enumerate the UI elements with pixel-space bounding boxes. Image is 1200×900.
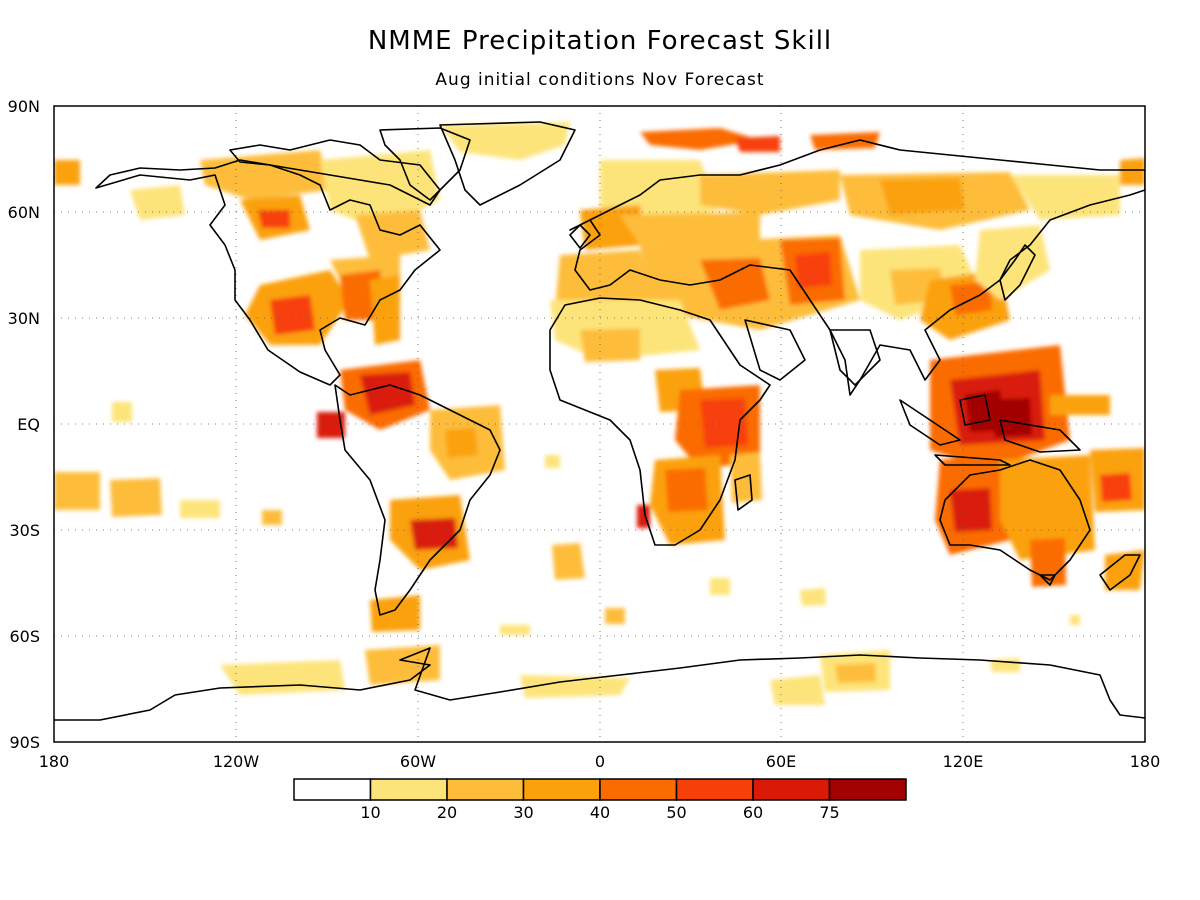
lat-label-90n: 90N bbox=[8, 97, 40, 116]
colorbar-swatch bbox=[446, 778, 525, 801]
coastlines bbox=[54, 121, 1145, 721]
lon-label-60w: 60W bbox=[400, 752, 436, 771]
longitude-labels: 180 120W 60W 0 60E 120E 180 bbox=[39, 752, 1161, 771]
lon-label-120w: 120W bbox=[213, 752, 260, 771]
colorbar-swatch bbox=[675, 778, 754, 801]
lat-label-60s: 60S bbox=[9, 627, 40, 646]
colorbar: 10 20 30 40 50 60 75 bbox=[293, 778, 907, 822]
colorbar-swatch bbox=[293, 778, 372, 801]
colorbar-swatch bbox=[599, 778, 678, 801]
lat-label-eq: EQ bbox=[17, 415, 40, 434]
map-gridlines bbox=[54, 106, 1145, 742]
lon-label-60e: 60E bbox=[766, 752, 796, 771]
colorbar-label: 75 bbox=[819, 803, 839, 822]
colorbar-swatch bbox=[828, 778, 907, 801]
colorbar-label: 10 bbox=[360, 803, 380, 822]
lat-label-60n: 60N bbox=[8, 203, 40, 222]
colorbar-label: 60 bbox=[743, 803, 763, 822]
latitude-labels: 90N 60N 30N EQ 30S 60S 90S bbox=[8, 97, 40, 752]
lon-label-180e: 180 bbox=[1130, 752, 1161, 771]
map-frame bbox=[53, 105, 1146, 743]
colorbar-label: 40 bbox=[590, 803, 610, 822]
colorbar-swatch bbox=[369, 778, 448, 801]
lon-label-0: 0 bbox=[595, 752, 605, 771]
lon-label-180w: 180 bbox=[39, 752, 70, 771]
colorbar-swatch bbox=[522, 778, 601, 801]
lon-label-120e: 120E bbox=[943, 752, 984, 771]
colorbar-swatch bbox=[752, 778, 831, 801]
lat-label-90s: 90S bbox=[9, 733, 40, 752]
chart-title: NMME Precipitation Forecast Skill bbox=[367, 26, 833, 56]
lat-label-30n: 30N bbox=[8, 309, 40, 328]
colorbar-label: 20 bbox=[437, 803, 457, 822]
colorbar-label: 30 bbox=[513, 803, 533, 822]
lat-label-30s: 30S bbox=[9, 521, 40, 540]
chart-subtitle: Aug initial conditions Nov Forecast bbox=[435, 70, 765, 90]
skill-field bbox=[54, 122, 1145, 705]
colorbar-label: 50 bbox=[666, 803, 686, 822]
